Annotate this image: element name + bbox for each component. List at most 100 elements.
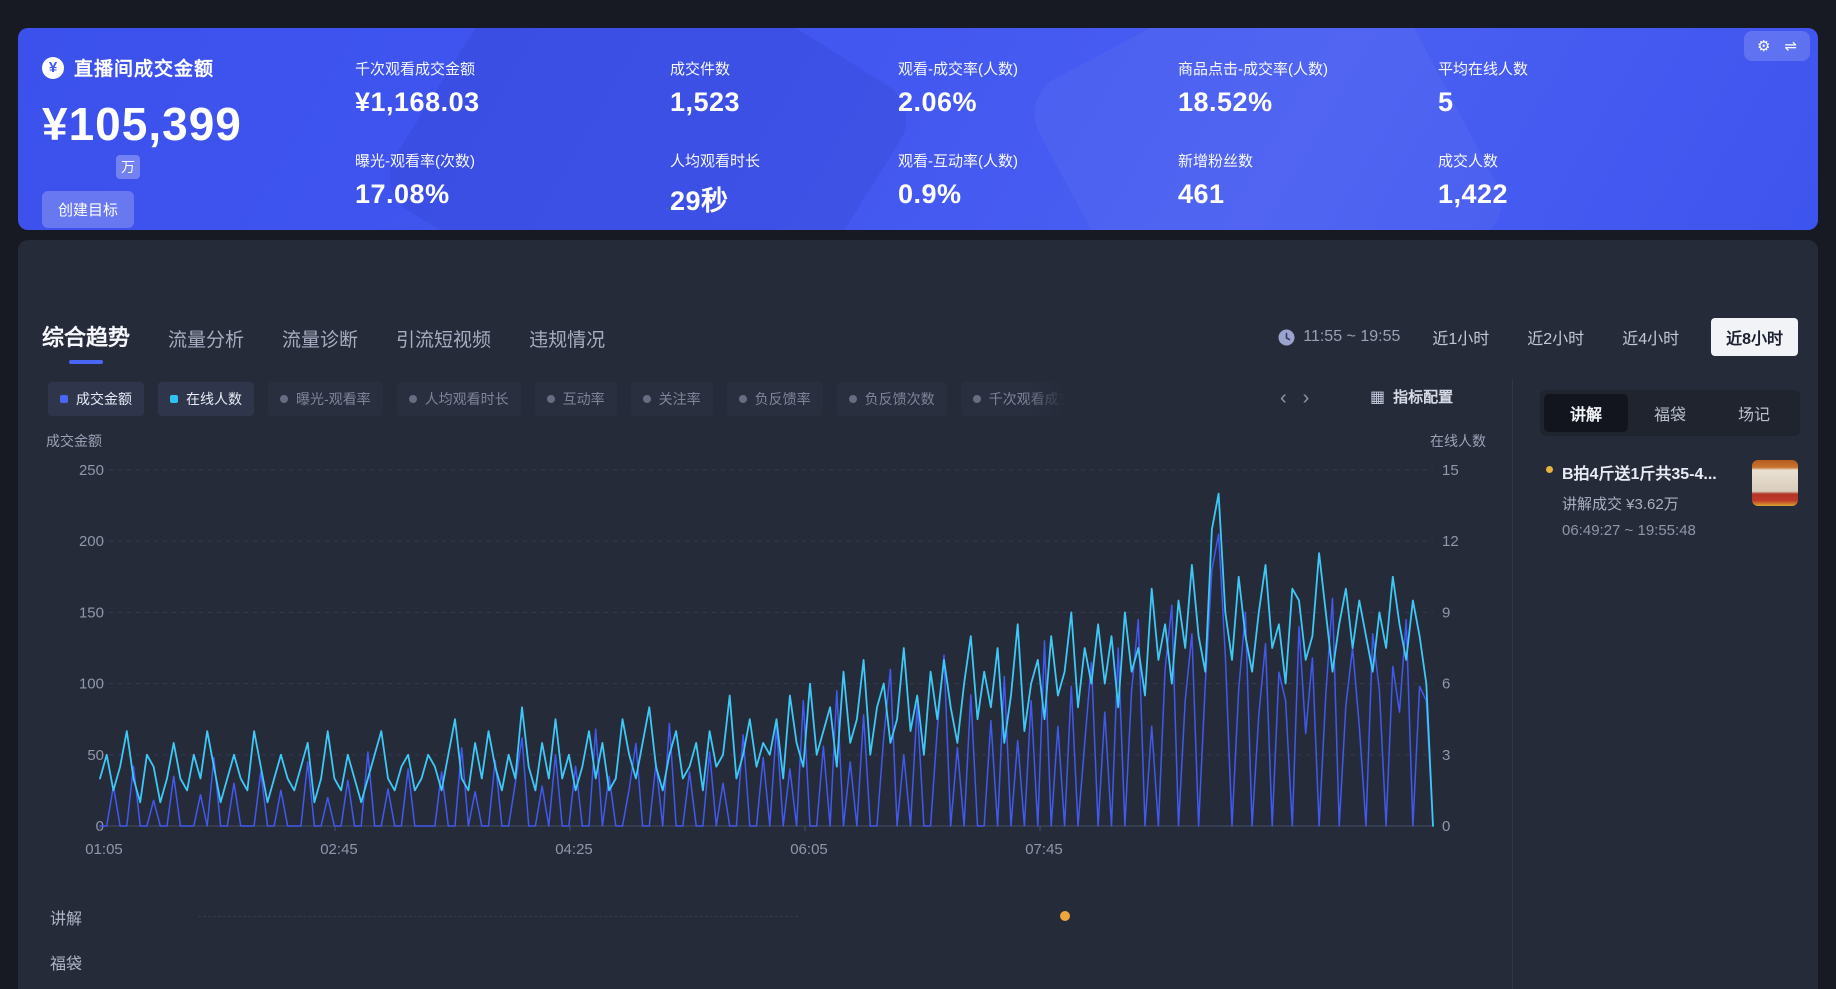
range-4h-button[interactable]: 近4小时: [1622, 331, 1680, 348]
svg-text:01:05: 01:05: [85, 841, 123, 858]
tab-traffic-diagnosis[interactable]: 流量诊断: [282, 330, 359, 351]
create-goal-button[interactable]: 创建目标: [42, 191, 135, 228]
chip-label: 千次观看成交金额: [988, 391, 1065, 407]
chip-exposure-view-rate[interactable]: 曝光-观看率: [268, 382, 383, 416]
item-status-dot: [1546, 466, 1553, 473]
range-2h-button[interactable]: 近2小时: [1527, 331, 1585, 348]
metric-value: 2.06%: [898, 87, 978, 117]
sidebar-tab-lucky-bag[interactable]: 福袋: [1653, 407, 1686, 424]
swap-icon[interactable]: ⇌: [1784, 38, 1798, 55]
chip-gmv-per-1k-views[interactable]: 千次观看成交金额: [960, 382, 1065, 416]
tab-overall-trend[interactable]: 综合趋势: [42, 320, 130, 364]
sidebar-tab-explain[interactable]: 讲解: [1544, 394, 1628, 432]
svg-text:3: 3: [1442, 747, 1450, 764]
timeline-row-label: 讲解: [50, 911, 83, 928]
metric-label: 人均观看时长: [670, 153, 761, 170]
svg-text:07:45: 07:45: [1025, 841, 1063, 858]
chip-prev-icon[interactable]: ‹: [1280, 387, 1287, 409]
kpi-banner: ¥ 直播间成交金额 ¥105,399 万 创建目标 千次观看成交金额 ¥1,16…: [18, 28, 1818, 230]
legend-dot: [170, 395, 178, 403]
chip-negative-feedback-count[interactable]: 负反馈次数: [836, 382, 947, 416]
explain-product-item[interactable]: B拍4斤送1斤共35-4... 讲解成交 ¥3.62万 06:49:27 ~ 1…: [1546, 460, 1804, 539]
svg-text:50: 50: [87, 747, 104, 764]
settings-gear-icon[interactable]: ⚙: [1756, 38, 1771, 55]
legend-dot: [408, 395, 417, 403]
legend-dot: [972, 395, 981, 403]
svg-text:9: 9: [1442, 604, 1450, 621]
panel-divider: [1512, 380, 1513, 989]
tab-bar: 综合趋势 流量分析 流量诊断 引流短视频 违规情况 11:55 ~ 19:55 …: [42, 318, 1798, 364]
tab-short-video[interactable]: 引流短视频: [396, 330, 492, 351]
metric-value: 461: [1178, 179, 1225, 209]
metric-label: 观看-互动率(人数): [898, 153, 1018, 170]
chip-avg-watch-time[interactable]: 人均观看时长: [396, 382, 521, 416]
metric-label: 成交人数: [1438, 153, 1499, 170]
product-time-range: 06:49:27 ~ 19:55:48: [1562, 522, 1696, 539]
timeline-dashed-line: [198, 916, 798, 917]
timeline-row-label: 福袋: [50, 956, 83, 973]
yen-icon: ¥: [42, 56, 64, 79]
config-label: 指标配置: [1393, 389, 1454, 406]
metric-value: 29秒: [670, 186, 729, 216]
svg-text:02:45: 02:45: [320, 841, 358, 858]
svg-text:100: 100: [79, 676, 104, 693]
svg-text:150: 150: [79, 604, 104, 621]
svg-text:6: 6: [1442, 676, 1450, 693]
tab-violations[interactable]: 违规情况: [529, 330, 606, 351]
metric-label: 观看-成交率(人数): [898, 61, 1018, 78]
chip-gmv[interactable]: 成交金额: [48, 382, 144, 416]
legend-dot: [642, 395, 651, 403]
chip-negative-feedback-rate[interactable]: 负反馈率: [726, 382, 823, 416]
chip-label: 成交金额: [76, 391, 132, 407]
timeline-row-lucky-bag: 福袋: [50, 950, 82, 974]
chip-online-users[interactable]: 在线人数: [158, 382, 254, 416]
chip-label: 负反馈次数: [864, 391, 935, 407]
metric-label: 成交件数: [670, 61, 731, 78]
banner-toolbox: ⚙ ⇌: [1744, 31, 1810, 61]
svg-text:12: 12: [1442, 533, 1459, 550]
chip-label: 在线人数: [186, 391, 242, 407]
metric-label: 千次观看成交金额: [355, 61, 476, 78]
svg-text:成交金额: 成交金额: [46, 433, 102, 449]
sidebar-tab-group: 讲解 福袋 场记: [1540, 390, 1800, 436]
time-range-text: 11:55 ~ 19:55: [1303, 328, 1401, 345]
gmv-unit-badge: 万: [116, 155, 140, 179]
timeline-row-explain: 讲解: [50, 905, 82, 929]
metric-value: 17.08%: [355, 179, 450, 209]
metric-value: 0.9%: [898, 179, 962, 209]
svg-text:04:25: 04:25: [555, 841, 593, 858]
config-grid-icon: ▦: [1370, 388, 1386, 406]
legend-dot: [738, 395, 747, 403]
chip-next-icon[interactable]: ›: [1302, 387, 1310, 409]
metric-label: 曝光-观看率(次数): [355, 153, 475, 170]
metric-label: 平均在线人数: [1438, 61, 1529, 78]
metric-config-button[interactable]: ▦ 指标配置: [1370, 386, 1453, 407]
tab-traffic-analysis[interactable]: 流量分析: [168, 330, 245, 351]
explain-event-marker[interactable]: [1059, 911, 1070, 921]
range-8h-button[interactable]: 近8小时: [1711, 318, 1798, 356]
chip-label: 人均观看时长: [424, 391, 509, 407]
trend-panel: 综合趋势 流量分析 流量诊断 引流短视频 违规情况 11:55 ~ 19:55 …: [18, 240, 1818, 989]
sidebar-tab-log[interactable]: 场记: [1737, 407, 1770, 424]
chip-follow-rate[interactable]: 关注率: [630, 382, 713, 416]
metric-filter-chips: 成交金额 在线人数 曝光-观看率 人均观看时长 互动率 关注率 负反馈率 负反馈…: [48, 382, 1065, 416]
svg-text:在线人数: 在线人数: [1430, 433, 1486, 449]
svg-text:06:05: 06:05: [790, 841, 828, 858]
svg-text:15: 15: [1442, 462, 1459, 479]
product-title: B拍4斤送1斤共35-4...: [1562, 466, 1717, 483]
gmv-title: 直播间成交金额: [74, 59, 215, 80]
clock-icon: [1278, 329, 1295, 345]
legend-dot: [546, 395, 555, 403]
product-deal-amount: 讲解成交 ¥3.62万: [1562, 496, 1679, 513]
chip-label: 曝光-观看率: [296, 391, 371, 407]
metric-label: 新增粉丝数: [1178, 153, 1254, 170]
gmv-value: ¥105,399: [42, 98, 242, 150]
product-thumbnail: [1752, 460, 1798, 506]
trend-chart[interactable]: 成交金额在线人数2501520012150910065030001:0502:4…: [38, 430, 1498, 870]
range-1h-button[interactable]: 近1小时: [1432, 331, 1490, 348]
chip-interaction-rate[interactable]: 互动率: [534, 382, 617, 416]
svg-text:0: 0: [1442, 818, 1450, 835]
svg-text:250: 250: [79, 462, 104, 479]
metric-value: 18.52%: [1178, 87, 1273, 117]
